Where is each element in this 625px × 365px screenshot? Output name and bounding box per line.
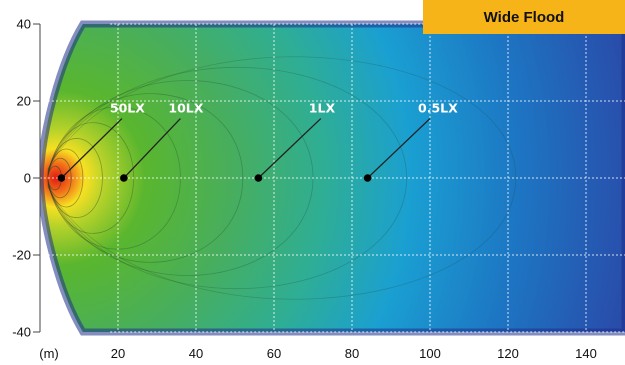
y-tick-label: -40 <box>12 325 31 340</box>
x-unit-label: (m) <box>39 346 59 361</box>
annotation-label-1lx: 1LX <box>309 101 336 116</box>
isolux-contour-9 <box>47 67 408 289</box>
x-tick-label: 140 <box>575 346 597 361</box>
x-tick-label: 100 <box>419 346 441 361</box>
isolux-contour-3 <box>47 148 84 208</box>
beam-edge <box>40 20 625 336</box>
y-tick-label: 20 <box>17 94 31 109</box>
x-tick-label: 80 <box>345 346 359 361</box>
annotation-point-50lx <box>57 174 66 182</box>
annotation-label-10lx: 10LX <box>168 101 203 116</box>
annotation-leader-10lx <box>123 118 181 179</box>
x-tick-label: 120 <box>497 346 519 361</box>
y-tick-label: 0 <box>24 171 31 186</box>
isolux-contour-7 <box>47 93 244 263</box>
x-tick-label: 20 <box>111 346 125 361</box>
annotation-label-50lx: 50LX <box>110 101 145 116</box>
y-tick-label: -20 <box>12 248 31 263</box>
annotation-label-0.5lx: 0.5LX <box>418 101 458 116</box>
annotation-leader-50lx <box>60 118 123 179</box>
annotation-leader-1lx <box>257 118 322 179</box>
isolux-contour-2 <box>47 157 72 199</box>
x-tick-label: 40 <box>189 346 203 361</box>
chart-title-badge: Wide Flood <box>423 0 625 34</box>
annotation-point-0.5lx <box>363 174 372 182</box>
x-tick-label: 60 <box>267 346 281 361</box>
annotation-point-1lx <box>254 174 263 182</box>
isolux-contour-4 <box>47 138 103 218</box>
annotation-point-10lx <box>120 174 128 182</box>
isolux-contour-10 <box>47 56 517 300</box>
annotation-leader-0.5lx <box>367 118 431 179</box>
y-tick-label: 40 <box>17 17 31 32</box>
